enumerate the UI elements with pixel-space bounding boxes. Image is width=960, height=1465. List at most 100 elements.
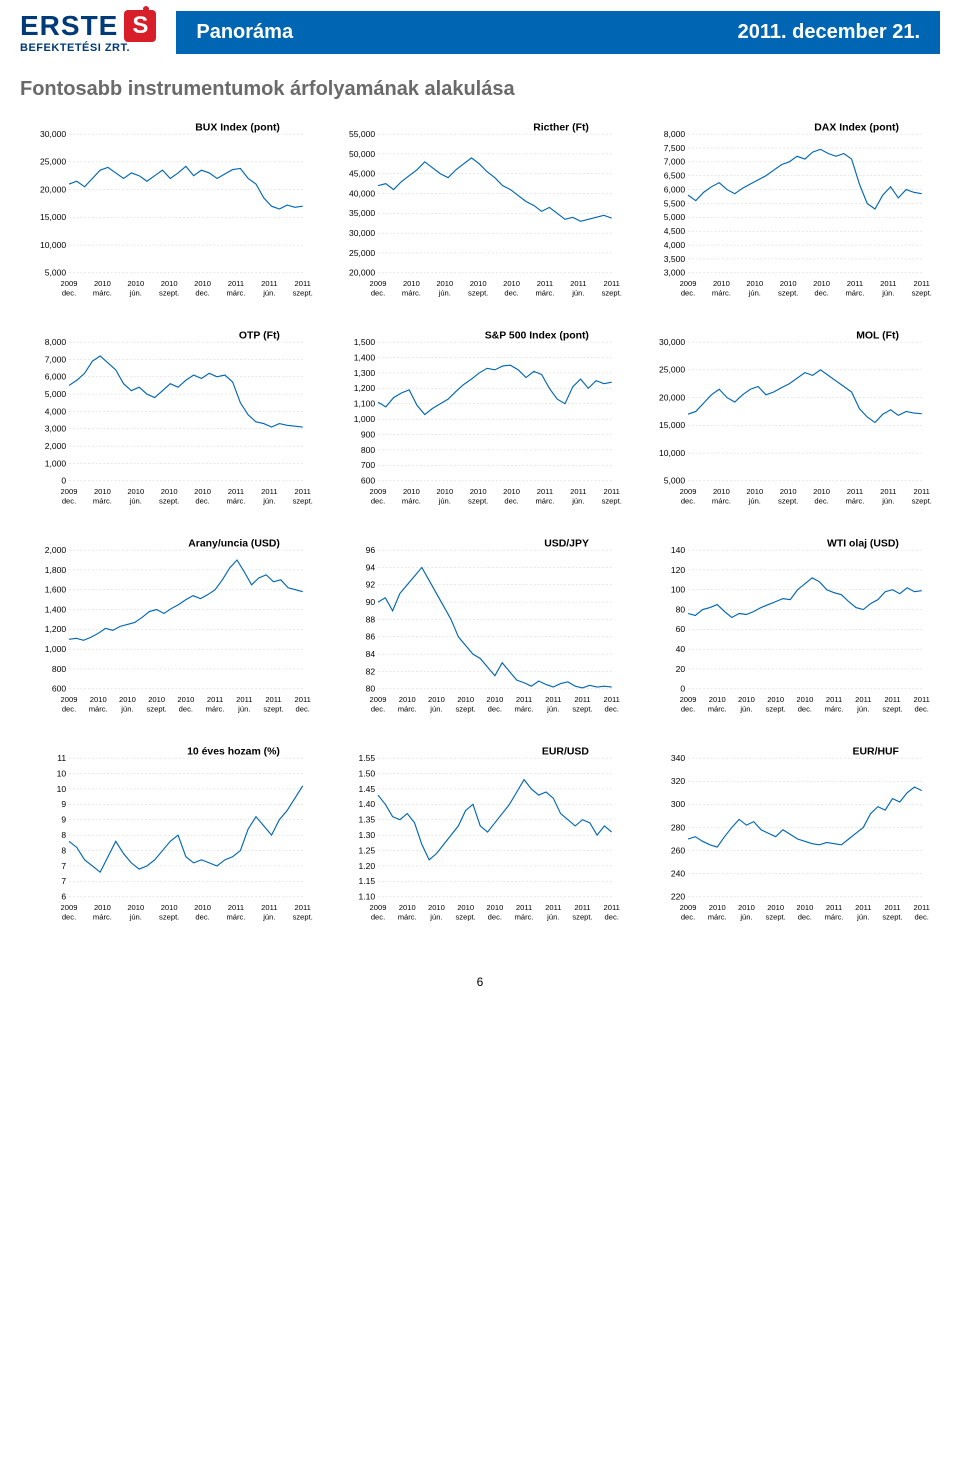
svg-text:2010: 2010: [738, 695, 755, 704]
svg-text:8: 8: [61, 845, 66, 855]
logo-mark-icon: S: [124, 10, 156, 42]
svg-text:2010: 2010: [470, 487, 487, 496]
svg-text:EUR/USD: EUR/USD: [542, 746, 589, 757]
svg-text:szept.: szept.: [911, 289, 931, 298]
svg-text:márc.: márc.: [226, 497, 245, 506]
svg-text:jún.: jún.: [262, 913, 275, 922]
svg-text:szept.: szept.: [882, 913, 902, 922]
svg-text:2011: 2011: [855, 695, 871, 704]
svg-text:1,400: 1,400: [45, 604, 67, 614]
svg-text:2010: 2010: [161, 279, 178, 288]
svg-text:2011: 2011: [570, 487, 586, 496]
svg-text:1,000: 1,000: [354, 414, 376, 424]
svg-text:2010: 2010: [746, 487, 763, 496]
svg-text:9: 9: [61, 815, 66, 825]
svg-text:dec.: dec.: [488, 913, 502, 922]
svg-text:2011: 2011: [604, 487, 620, 496]
svg-text:600: 600: [361, 476, 376, 486]
svg-text:8: 8: [61, 830, 66, 840]
svg-text:2011: 2011: [236, 695, 252, 704]
svg-text:2010: 2010: [194, 279, 211, 288]
svg-text:márc.: márc.: [89, 705, 108, 714]
svg-text:2009: 2009: [61, 903, 78, 912]
svg-text:30,000: 30,000: [349, 228, 375, 238]
svg-text:90: 90: [366, 597, 376, 607]
svg-text:szept.: szept.: [159, 497, 179, 506]
svg-text:2011: 2011: [880, 487, 896, 496]
svg-text:jún.: jún.: [572, 497, 585, 506]
svg-text:2011: 2011: [826, 695, 842, 704]
svg-text:márc.: márc.: [93, 497, 112, 506]
svg-text:S&P 500 Index (pont): S&P 500 Index (pont): [485, 330, 589, 341]
svg-text:jún.: jún.: [739, 913, 752, 922]
svg-text:1.45: 1.45: [359, 784, 376, 794]
svg-text:2010: 2010: [746, 279, 763, 288]
svg-text:2009: 2009: [679, 487, 696, 496]
svg-text:jún.: jún.: [438, 497, 451, 506]
svg-text:5,000: 5,000: [663, 476, 685, 486]
logo: ERSTE S BEFEKTETÉSI ZRT.: [20, 10, 156, 54]
svg-text:2011: 2011: [545, 903, 561, 912]
svg-text:márc.: márc.: [398, 705, 417, 714]
svg-text:2010: 2010: [738, 903, 755, 912]
svg-text:szept.: szept.: [456, 705, 476, 714]
chart: 20,00025,00030,00035,00040,00045,00050,0…: [329, 111, 630, 311]
svg-text:86: 86: [366, 632, 376, 642]
svg-text:USD/JPY: USD/JPY: [545, 538, 590, 549]
svg-text:2011: 2011: [913, 487, 929, 496]
logo-subtext: BEFEKTETÉSI ZRT.: [20, 42, 130, 54]
svg-text:10 éves hozam (%): 10 éves hozam (%): [187, 746, 280, 757]
svg-text:márc.: márc.: [398, 913, 417, 922]
chart-grid: 5,00010,00015,00020,00025,00030,0002009d…: [0, 111, 960, 955]
svg-text:DAX Index (pont): DAX Index (pont): [814, 122, 899, 133]
svg-text:dec.: dec.: [371, 705, 385, 714]
svg-text:2011: 2011: [880, 279, 896, 288]
svg-text:márc.: márc.: [845, 289, 864, 298]
svg-text:dec.: dec.: [179, 705, 193, 714]
svg-text:márc.: márc.: [226, 289, 245, 298]
svg-text:jún.: jún.: [262, 289, 275, 298]
svg-text:márc.: márc.: [536, 497, 555, 506]
svg-text:2009: 2009: [370, 487, 387, 496]
svg-text:2010: 2010: [127, 903, 144, 912]
svg-text:96: 96: [366, 545, 376, 555]
svg-text:jún.: jún.: [747, 289, 760, 298]
svg-text:3,000: 3,000: [663, 268, 685, 278]
svg-text:2011: 2011: [537, 279, 553, 288]
svg-text:szept.: szept.: [778, 289, 798, 298]
svg-text:1.40: 1.40: [359, 799, 376, 809]
svg-text:márc.: márc.: [402, 497, 421, 506]
svg-text:7,000: 7,000: [45, 354, 67, 364]
svg-text:2011: 2011: [913, 695, 929, 704]
svg-text:márc.: márc.: [824, 913, 843, 922]
svg-text:Ricther (Ft): Ricther (Ft): [534, 122, 590, 133]
svg-text:7,000: 7,000: [663, 157, 685, 167]
svg-text:1,000: 1,000: [45, 644, 67, 654]
chart: 1.101.151.201.251.301.351.401.451.501.55…: [329, 735, 630, 935]
svg-text:szept.: szept.: [293, 289, 313, 298]
svg-text:100: 100: [671, 585, 686, 595]
svg-text:6,000: 6,000: [45, 372, 67, 382]
doc-title: Panoráma: [196, 21, 293, 44]
svg-text:2009: 2009: [679, 279, 696, 288]
page-number: 6: [0, 955, 960, 1009]
chart: 2202402602803003203402009dec.2010márc.20…: [639, 735, 940, 935]
svg-text:2011: 2011: [545, 695, 561, 704]
svg-text:dec.: dec.: [680, 913, 694, 922]
svg-text:2011: 2011: [261, 487, 277, 496]
svg-text:10,000: 10,000: [40, 240, 66, 250]
doc-date: 2011. december 21.: [738, 21, 920, 44]
logo-text: ERSTE: [20, 10, 118, 42]
svg-text:dec.: dec.: [814, 289, 828, 298]
title-bar: Panoráma 2011. december 21.: [176, 11, 940, 54]
svg-text:jún.: jún.: [129, 497, 142, 506]
svg-text:2010: 2010: [148, 695, 165, 704]
svg-text:dec.: dec.: [605, 913, 619, 922]
svg-text:92: 92: [366, 580, 376, 590]
svg-text:2010: 2010: [399, 903, 416, 912]
svg-text:BUX Index (pont): BUX Index (pont): [195, 122, 280, 133]
svg-text:szept.: szept.: [468, 497, 488, 506]
svg-text:2010: 2010: [458, 695, 475, 704]
svg-text:2011: 2011: [604, 903, 620, 912]
svg-text:2011: 2011: [604, 695, 620, 704]
